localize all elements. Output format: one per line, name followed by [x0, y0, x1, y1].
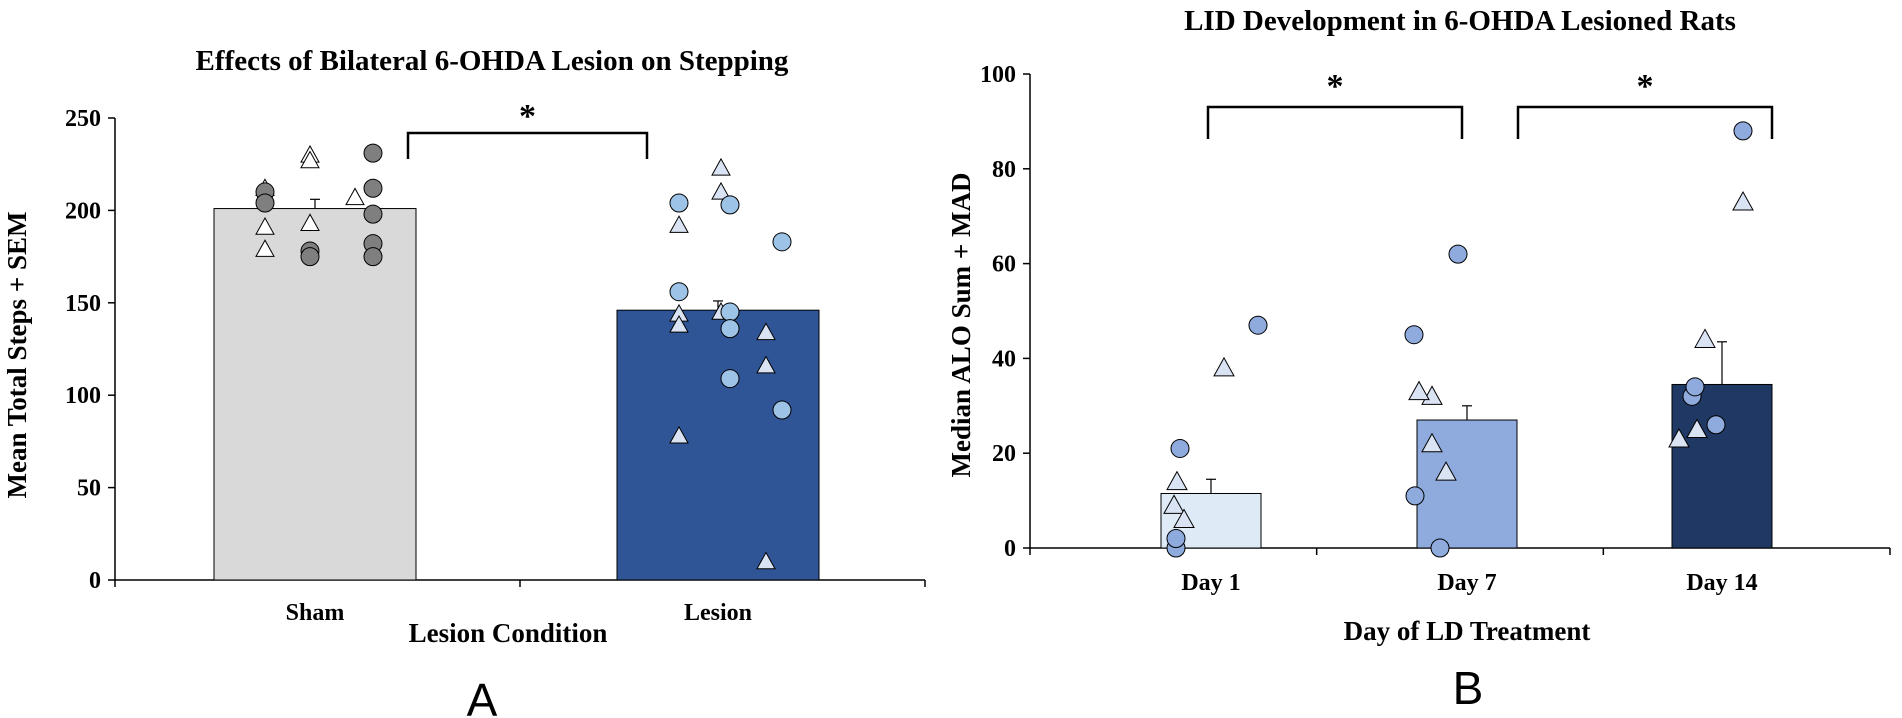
- y-tick-label: 0: [1004, 536, 1016, 562]
- data-point-circle: [1248, 315, 1268, 335]
- data-point-circle: [1170, 438, 1190, 458]
- panel-b-chart: LID Development in 6-OHDA Lesioned Rats …: [946, 5, 1891, 714]
- data-point-circle: [363, 143, 383, 163]
- data-point-triangle: [711, 157, 731, 176]
- data-point-triangle: [1694, 328, 1716, 348]
- significance-star: *: [1327, 68, 1344, 105]
- bar-sham: [213, 208, 417, 581]
- data-point-triangle: [1173, 508, 1195, 529]
- data-point-triangle: [255, 217, 275, 235]
- y-tick-label: 80: [992, 157, 1016, 183]
- panel-a-y-axis-title: Mean Total Steps + SEM: [2, 212, 32, 499]
- data-point-triangle: [756, 322, 776, 341]
- significance-star: *: [1637, 68, 1654, 105]
- data-point-circle: [772, 400, 792, 420]
- data-point-circle: [772, 232, 792, 252]
- data-point-circle: [1430, 538, 1450, 558]
- x-tick-label: Day 14: [1686, 570, 1757, 596]
- data-point-circle: [720, 195, 740, 215]
- data-point-triangle: [345, 187, 365, 206]
- data-point-circle: [1685, 377, 1705, 397]
- x-tick-label: Day 7: [1437, 570, 1496, 596]
- panel-b-y-axis-title: Median ALO Sum + MAD: [946, 173, 976, 478]
- data-point-triangle: [1421, 432, 1443, 453]
- data-point-triangle: [1213, 356, 1235, 377]
- bar-lesion: [616, 309, 820, 581]
- data-point-circle: [1405, 486, 1425, 506]
- x-tick-label: Lesion: [684, 600, 752, 626]
- data-point-triangle: [1408, 380, 1430, 401]
- data-point-circle: [1166, 529, 1186, 549]
- panel-a-chart: Effects of Bilateral 6-OHDA Lesion on St…: [2, 45, 926, 718]
- significance-bracket: [1206, 105, 1464, 139]
- data-point-circle: [363, 178, 383, 198]
- data-point-circle: [1706, 415, 1726, 435]
- data-point-triangle: [1732, 190, 1754, 211]
- significance-star: *: [519, 98, 536, 135]
- data-point-triangle: [255, 239, 275, 257]
- data-point-triangle: [669, 215, 689, 233]
- data-point-circle: [1733, 121, 1753, 141]
- data-point-circle: [669, 282, 689, 302]
- y-tick-label: 40: [992, 346, 1016, 372]
- data-point-triangle: [669, 314, 689, 333]
- data-point-triangle: [1668, 427, 1690, 448]
- y-tick-label: 100: [980, 62, 1016, 88]
- data-point-circle: [720, 319, 740, 339]
- x-tick-label: Day 1: [1181, 570, 1240, 596]
- data-point-triangle: [300, 150, 320, 169]
- data-point-circle: [363, 247, 383, 267]
- bar-day-14: [1671, 383, 1773, 549]
- data-point-circle: [669, 193, 689, 213]
- significance-bracket: [1516, 105, 1774, 139]
- panel-a-x-axis-title: Lesion Condition: [409, 618, 608, 648]
- y-tick-label: 0: [89, 568, 101, 594]
- y-tick-label: 150: [65, 291, 101, 317]
- panel-a-label: A: [467, 674, 498, 718]
- data-point-circle: [720, 369, 740, 389]
- data-point-triangle: [1435, 461, 1457, 481]
- data-point-circle: [1404, 325, 1424, 345]
- panel-a-title: Effects of Bilateral 6-OHDA Lesion on St…: [196, 45, 789, 77]
- significance-bracket: [406, 131, 649, 159]
- panel-b-label: B: [1453, 662, 1484, 714]
- data-point-triangle: [711, 181, 731, 200]
- data-point-triangle: [1166, 470, 1188, 491]
- data-point-triangle: [300, 213, 320, 232]
- data-point-triangle: [669, 425, 689, 444]
- panel-b-title: LID Development in 6-OHDA Lesioned Rats: [1184, 5, 1736, 37]
- y-tick-label: 100: [65, 383, 101, 409]
- y-tick-label: 60: [992, 252, 1016, 278]
- data-point-triangle: [1686, 418, 1708, 438]
- data-point-circle: [1448, 244, 1468, 264]
- y-tick-label: 20: [992, 441, 1016, 467]
- panel-b-x-axis-title: Day of LD Treatment: [1344, 616, 1591, 646]
- y-tick-label: 200: [65, 198, 101, 224]
- data-point-circle: [720, 302, 740, 322]
- data-point-triangle: [756, 551, 776, 570]
- data-point-triangle: [1163, 494, 1185, 514]
- data-point-circle: [363, 204, 383, 224]
- y-tick-label: 50: [77, 476, 101, 502]
- y-tick-label: 250: [65, 106, 101, 132]
- data-point-triangle: [756, 355, 776, 374]
- data-point-circle: [255, 193, 275, 213]
- data-point-circle: [300, 247, 320, 267]
- x-tick-label: Sham: [286, 600, 345, 626]
